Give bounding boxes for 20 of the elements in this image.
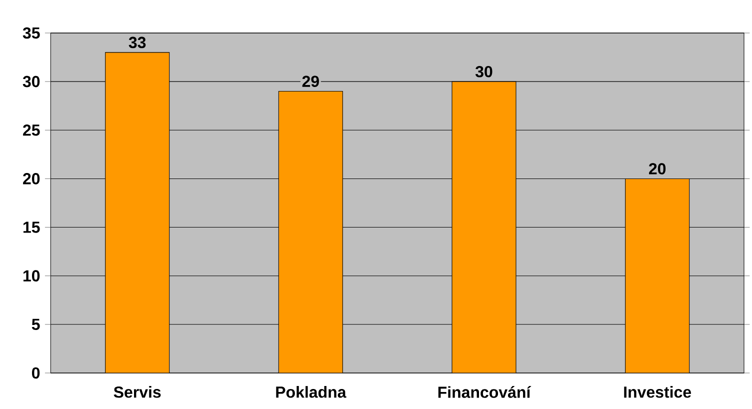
y-tick-label: 25 bbox=[23, 124, 40, 136]
x-tick-label: Pokladna bbox=[276, 386, 346, 398]
data-label: 29 bbox=[302, 76, 319, 87]
bar bbox=[278, 91, 343, 373]
data-label: 33 bbox=[128, 36, 146, 48]
y-tick-label: 5 bbox=[32, 318, 40, 330]
y-tick-label: 20 bbox=[23, 173, 40, 184]
y-tick-label: 15 bbox=[23, 222, 40, 233]
bar bbox=[625, 178, 690, 373]
x-tick-label: Servis bbox=[114, 386, 161, 398]
x-tick-label: Financování bbox=[438, 386, 532, 398]
bar bbox=[452, 81, 516, 373]
data-label: 30 bbox=[475, 66, 492, 78]
bar bbox=[105, 52, 170, 373]
y-tick-label: 35 bbox=[22, 27, 40, 39]
y-tick-label: 0 bbox=[32, 367, 40, 379]
y-tick-label: 10 bbox=[23, 270, 40, 282]
data-label: 20 bbox=[649, 163, 666, 174]
y-tick-label: 30 bbox=[22, 76, 40, 88]
x-tick-label: Investice bbox=[624, 386, 692, 398]
